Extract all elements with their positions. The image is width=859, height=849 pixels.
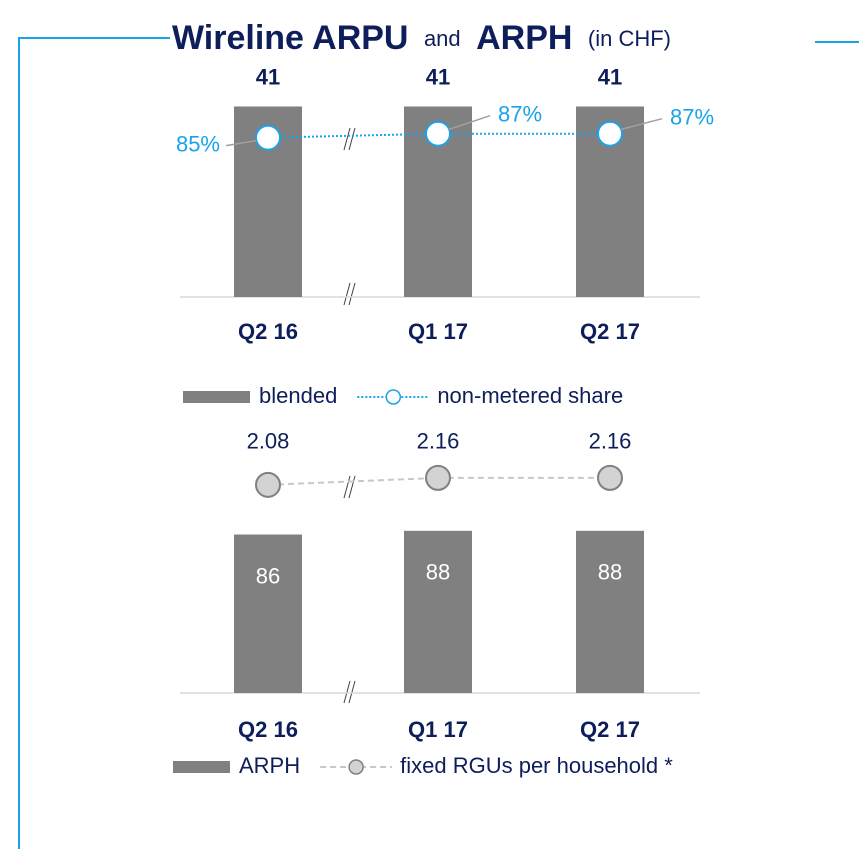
bar-label: 41: [598, 64, 622, 89]
x-tick-label: Q2 17: [580, 319, 640, 344]
line-label: 2.16: [589, 429, 632, 454]
legend-marker: [348, 759, 364, 775]
bar-label: 88: [426, 560, 450, 585]
slide-title: Wireline ARPU and ARPH (in CHF): [172, 19, 671, 57]
marker: [255, 124, 281, 151]
title-part: (in CHF): [588, 26, 671, 51]
marker: [425, 120, 451, 147]
legend-label: non-metered share: [437, 383, 623, 408]
title-part: and: [424, 26, 461, 51]
bar: [404, 530, 472, 693]
line-label: 87%: [670, 105, 714, 130]
break: [343, 127, 356, 151]
bar-label: 88: [598, 560, 622, 585]
x-tick-label: Q1 17: [408, 319, 468, 344]
x-tick-label: Q2 16: [238, 319, 298, 344]
marker: [597, 464, 623, 491]
line: [267, 132, 610, 139]
line-label: 87%: [498, 102, 542, 127]
marker: [597, 120, 623, 147]
x-tick-label: Q2 16: [238, 717, 298, 742]
axis-breaks: [343, 127, 356, 704]
leader-line: [619, 117, 663, 131]
bar-label: 86: [256, 563, 280, 588]
line-label: 2.16: [417, 429, 460, 454]
break: [343, 475, 356, 499]
legend-label: ARPH: [239, 753, 300, 778]
legend-label: blended: [259, 383, 337, 408]
break: [343, 680, 356, 704]
marker: [425, 464, 451, 491]
frame: [18, 37, 859, 849]
legend-swatch: [183, 391, 250, 403]
bar: [234, 534, 302, 693]
x-tick-label: Q1 17: [408, 717, 468, 742]
legend-swatch: [173, 761, 230, 773]
bar-label: 41: [256, 64, 280, 89]
legend-marker: [385, 389, 402, 405]
line-label: 2.08: [247, 429, 290, 454]
frame-left: [18, 37, 170, 849]
leader-line: [447, 114, 491, 131]
x-tick-label: Q2 17: [580, 717, 640, 742]
line-label: 85%: [176, 131, 220, 156]
title-part: Wireline ARPU: [172, 19, 408, 57]
bar-label: 41: [426, 64, 450, 89]
leader-line: [225, 139, 257, 147]
legend-label: fixed RGUs per household *: [400, 753, 673, 778]
marker: [255, 471, 281, 498]
bar: [576, 530, 644, 693]
title-part: ARPH: [476, 19, 572, 57]
break: [343, 282, 356, 306]
